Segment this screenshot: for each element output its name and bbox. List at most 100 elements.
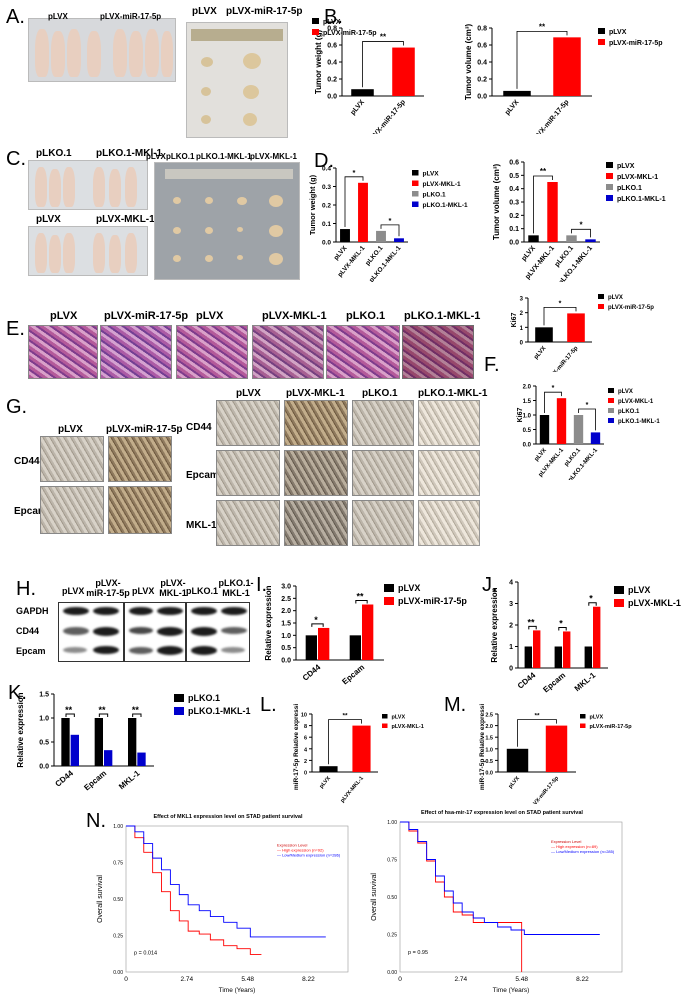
blot-row-label: Epcam [16, 646, 46, 656]
bar [503, 90, 531, 96]
legend-label: — High expression (n=89) [551, 844, 598, 849]
legend-label: pLVX-miR-17-5p [609, 40, 663, 47]
x-tick-label: MKL-1 [573, 670, 598, 693]
bar [556, 398, 567, 444]
y-tick-label: 3.0 [281, 584, 291, 591]
legend-label: pLVX-miR-17-5p [323, 30, 377, 37]
panel-letter-a: A. [6, 6, 25, 28]
bar [305, 635, 317, 660]
ihc-col-label: pLVX [58, 424, 83, 435]
y-tick-label: 0.4 [477, 60, 487, 67]
mouse-photo-c-top [28, 160, 148, 210]
significance-bracket [311, 623, 324, 627]
y-tick-label: 2.5 [485, 713, 493, 719]
x-tick-label: pLKO.1-MKL-1 [368, 244, 403, 282]
x-tick-label: pLVX-miR-17-5p [545, 345, 579, 372]
legend-label: pLVX [628, 585, 650, 595]
panel-letter-c: C. [6, 148, 26, 170]
ihc-image [352, 400, 414, 446]
ihc-row-label: Epcam [14, 506, 47, 517]
significance-marker: ** [356, 592, 364, 602]
bar [585, 239, 596, 242]
chart-title: Effect of MKL1 expression level on STAD … [153, 814, 303, 820]
significance-bracket [65, 713, 75, 717]
km-plot-mir17: Effect of hsa-mir-17 expression level on… [371, 810, 623, 994]
y-tick-label: 0.0 [322, 240, 331, 247]
bar [573, 415, 584, 444]
he-image [176, 325, 248, 379]
survival-curve [126, 825, 262, 955]
y-tick-label: 2.0 [523, 385, 532, 391]
ihc-image [284, 450, 348, 496]
mouse-photo-c-bottom [28, 226, 148, 276]
significance-bracket [578, 408, 596, 431]
y-tick-label: 1.00 [387, 820, 397, 826]
y-tick-label: 0.5 [281, 645, 291, 652]
blot-row-label: GAPDH [16, 606, 49, 616]
ihc-row-label: Epcam [186, 470, 219, 481]
ihc-image [284, 500, 348, 546]
x-tick-label: 5.48 [515, 976, 528, 983]
chart-d2: 0.0 0.1 0.2 0.3 0.4 0.5 0.6 Tumor volume (cm³) p… [492, 160, 666, 283]
blot-col-label: pLVX-MKL-1 [159, 578, 187, 598]
x-tick-label: pLVX [504, 99, 521, 117]
significance-marker: ** [65, 705, 73, 715]
blot-row-label: CD44 [16, 626, 40, 636]
y-tick-label: 0.6 [509, 160, 519, 167]
legend-label: pLVX [323, 19, 341, 26]
western-blot [186, 602, 250, 662]
legend-swatch [598, 28, 605, 34]
y-axis-label: Tumor volume (cm³) [464, 24, 473, 101]
x-tick-label: pLVX-miR-17-5p [528, 775, 560, 804]
y-tick-label: 10 [301, 713, 307, 719]
y-tick-label: 0.5 [523, 428, 532, 434]
legend-label: pLVX-miR-17-5p [398, 596, 467, 606]
legend-title: Expression Level [551, 839, 582, 844]
x-tick-label: pLVX-MKL-1 [340, 775, 365, 804]
y-tick-label: 2 [509, 623, 513, 630]
y-tick-label: 0 [509, 666, 513, 673]
western-blot [124, 602, 186, 662]
legend-swatch [606, 184, 613, 190]
y-tick-label: 4 [509, 580, 513, 587]
legend-swatch [608, 408, 614, 413]
legend-swatch [614, 586, 624, 594]
y-tick-label: 1.0 [39, 716, 49, 723]
legend-label: pLVX [398, 583, 420, 593]
ihc-col-label: pLVX-miR-17-5p [106, 424, 183, 435]
y-tick-label: 0.75 [113, 861, 123, 867]
survival-curve [126, 825, 326, 938]
ihc-image [352, 450, 414, 496]
he-image [100, 325, 172, 379]
bar [535, 327, 553, 342]
bar [528, 235, 539, 242]
bar [352, 725, 371, 772]
y-tick-label: 1.0 [281, 633, 291, 640]
tumor-photo-c [154, 162, 300, 280]
ihc-image [40, 486, 104, 534]
bar [94, 718, 103, 766]
x-tick-label: 8.22 [576, 976, 589, 983]
y-axis-label: miR-17-5p Relative expression [293, 704, 300, 790]
chart-f: 0.0 0.5 1.0 1.5 2.0 Ki67 pLVX pLVX-MKL-1 pLKO.1 p… [517, 385, 660, 481]
y-axis-label: Tumor weight (g) [314, 30, 323, 95]
tumor-label: pLVX-MKL-1 [250, 152, 297, 161]
y-tick-label: 2 [520, 311, 524, 317]
legend-swatch [598, 39, 605, 45]
panel-letter-i: I. [256, 574, 268, 596]
y-axis-label: Overall survival [97, 875, 104, 923]
mouse-label: pLVX-MKL-1 [96, 214, 155, 225]
bar [340, 229, 350, 242]
significance-bracket [528, 625, 537, 630]
x-tick-label: CD44 [516, 670, 538, 690]
ihc-image [418, 400, 480, 446]
y-tick-label: 0.5 [509, 173, 519, 180]
y-axis-label: Overall survival [371, 873, 378, 921]
y-tick-label: 1.5 [523, 399, 532, 405]
histology-label: pLVX [50, 310, 78, 322]
bar [376, 230, 386, 242]
y-tick-label: 0.6 [477, 43, 487, 50]
legend-label: pLKO.1 [188, 693, 220, 703]
legend-swatch [384, 597, 394, 605]
y-tick-label: 3 [509, 601, 513, 608]
